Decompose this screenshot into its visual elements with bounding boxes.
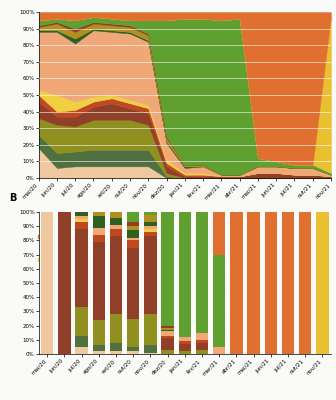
Bar	[127, 318, 139, 347]
Bar	[247, 212, 260, 354]
Bar	[76, 336, 88, 347]
Bar	[299, 212, 311, 354]
Bar	[127, 240, 139, 248]
Bar	[76, 219, 88, 222]
Bar	[316, 212, 329, 354]
Bar	[144, 222, 157, 226]
Bar	[161, 328, 174, 330]
Bar	[76, 212, 88, 216]
Bar	[230, 212, 243, 354]
Bar	[179, 344, 191, 351]
Bar	[179, 351, 191, 354]
Bar	[127, 226, 139, 230]
Bar	[110, 236, 122, 314]
Bar	[93, 346, 105, 351]
Bar	[161, 330, 174, 331]
Bar	[93, 235, 105, 242]
Text: B: B	[9, 193, 17, 203]
Bar	[144, 314, 157, 346]
Bar	[110, 343, 122, 351]
Bar	[196, 333, 208, 340]
Bar	[127, 238, 139, 240]
Bar	[58, 212, 71, 354]
Bar	[127, 248, 139, 318]
Bar	[264, 212, 277, 354]
Bar	[161, 212, 174, 326]
Bar	[76, 216, 88, 219]
Bar	[110, 218, 122, 225]
Bar	[76, 222, 88, 229]
Bar	[93, 242, 105, 320]
Bar	[144, 236, 157, 314]
Bar	[144, 232, 157, 236]
Bar	[93, 216, 105, 228]
Bar	[196, 350, 208, 354]
Bar	[196, 212, 208, 333]
Bar	[41, 212, 53, 354]
Bar	[110, 314, 122, 343]
Bar	[161, 338, 174, 350]
Text: A: A	[9, 0, 17, 1]
Bar	[161, 326, 174, 328]
Bar	[110, 351, 122, 354]
Bar	[282, 212, 294, 354]
Bar	[93, 228, 105, 235]
Bar	[196, 340, 208, 343]
Bar	[127, 230, 139, 238]
Bar	[76, 229, 88, 307]
Bar	[93, 351, 105, 354]
Bar	[179, 212, 191, 337]
Bar	[144, 229, 157, 232]
Bar	[127, 351, 139, 354]
Bar	[144, 212, 157, 215]
Bar	[110, 229, 122, 236]
Bar	[93, 320, 105, 346]
Bar	[76, 307, 88, 336]
Bar	[144, 215, 157, 222]
Bar	[213, 347, 225, 354]
Bar	[179, 341, 191, 344]
Bar	[213, 255, 225, 347]
Bar	[93, 212, 105, 216]
Bar	[127, 212, 139, 222]
Bar	[144, 352, 157, 354]
Bar	[161, 331, 174, 336]
Bar	[144, 346, 157, 352]
Bar	[161, 350, 174, 354]
Legend: B.1.1.161, B.1.1.203, B.1.1.28, B.1.1.33, B.1.1.411, B.1.1.54: B.1.1.161, B.1.1.203, B.1.1.28, B.1.1.33…	[38, 258, 192, 262]
Bar	[76, 347, 88, 354]
Bar	[110, 225, 122, 229]
Bar	[127, 222, 139, 226]
Bar	[144, 226, 157, 229]
Bar	[127, 347, 139, 351]
Bar	[161, 336, 174, 338]
Bar	[179, 337, 191, 341]
Bar	[196, 343, 208, 350]
Bar	[110, 212, 122, 218]
Bar	[213, 212, 225, 254]
